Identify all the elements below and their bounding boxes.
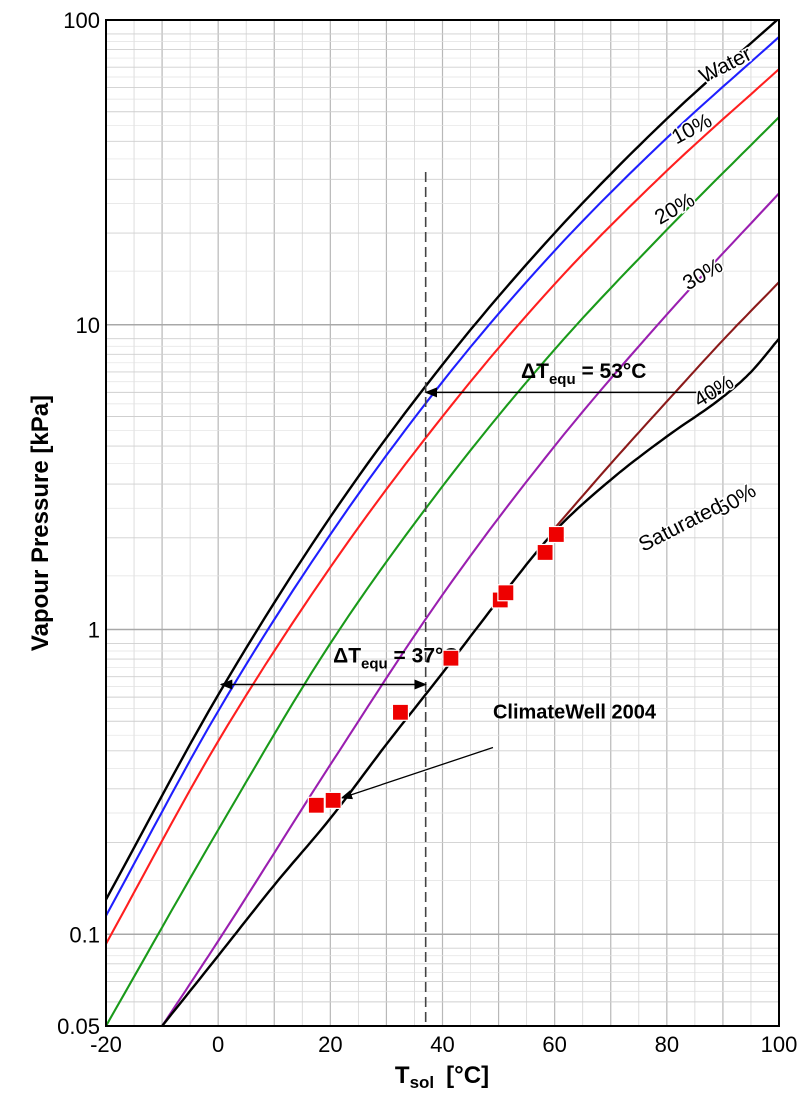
x-tick-label: 0 bbox=[212, 1032, 224, 1057]
curve-label-c20: 20% bbox=[651, 188, 699, 229]
curve-c30 bbox=[106, 116, 779, 1026]
y-tick-label: 10 bbox=[76, 313, 100, 338]
delta-t-53-label-main: ΔT bbox=[521, 360, 549, 383]
x-tick-label: 20 bbox=[318, 1032, 342, 1057]
x-axis-title-sub: sol bbox=[410, 1073, 435, 1092]
y-tick-label: 100 bbox=[63, 8, 100, 33]
curve-label-c40: 40% bbox=[690, 371, 738, 412]
measurement-markers bbox=[307, 525, 565, 814]
curve-water bbox=[106, 20, 779, 901]
x-axis-title-unit: [°C] bbox=[446, 1062, 489, 1089]
curve-label-c10: 10% bbox=[668, 109, 716, 149]
x-tick-label: 40 bbox=[430, 1032, 454, 1057]
delta-t-37-label-sub: equ bbox=[361, 655, 388, 672]
delta-t-53-label: ΔTequ = 53°C bbox=[521, 360, 646, 388]
delta-t-53-label-rest: = 53°C bbox=[576, 360, 647, 383]
measurement-point bbox=[307, 796, 325, 814]
measurement-point bbox=[391, 703, 410, 721]
delta-t-37-label: ΔTequ = 37°C bbox=[333, 644, 458, 672]
delta-t-53-label-sub: equ bbox=[549, 371, 576, 388]
x-axis-title: Tsol [°C] bbox=[395, 1062, 489, 1092]
curve-label-saturated: Saturated bbox=[635, 495, 727, 557]
x-tick-label: -20 bbox=[90, 1032, 122, 1057]
measurement-point bbox=[547, 525, 565, 544]
delta-t-37-label-main: ΔT bbox=[333, 644, 361, 667]
x-axis-title-main: T bbox=[395, 1062, 410, 1089]
y-tick-label: 1 bbox=[88, 618, 100, 643]
x-tick-label: 100 bbox=[761, 1032, 798, 1057]
x-tick-label: 60 bbox=[542, 1032, 566, 1057]
delta-t-37-label-rest: = 37°C bbox=[388, 644, 459, 667]
y-axis-title: Vapour Pressure [kPa] bbox=[27, 395, 54, 651]
curve-c40 bbox=[161, 192, 779, 1026]
curve-c10 bbox=[106, 36, 779, 917]
curve-c50 bbox=[553, 281, 779, 529]
measurement-point bbox=[497, 584, 515, 602]
x-tick-label: 80 bbox=[655, 1032, 679, 1057]
measurement-point bbox=[324, 791, 342, 809]
curve-label-c30: 30% bbox=[679, 254, 727, 295]
curve-c20 bbox=[106, 68, 779, 945]
measurement-point bbox=[442, 649, 460, 667]
y-tick-label: 0.05 bbox=[57, 1014, 100, 1039]
y-tick-label: 0.1 bbox=[69, 922, 100, 947]
plot-frame bbox=[105, 19, 780, 1027]
grid bbox=[106, 20, 779, 1026]
axis-ticks: -20 0 20 40 60 80 100 0.05 0.1 1 10 100 bbox=[57, 8, 797, 1057]
climatewell-arrow bbox=[340, 746, 494, 800]
climatewell-label: ClimateWell 2004 bbox=[493, 702, 657, 724]
measurement-point bbox=[536, 543, 554, 562]
